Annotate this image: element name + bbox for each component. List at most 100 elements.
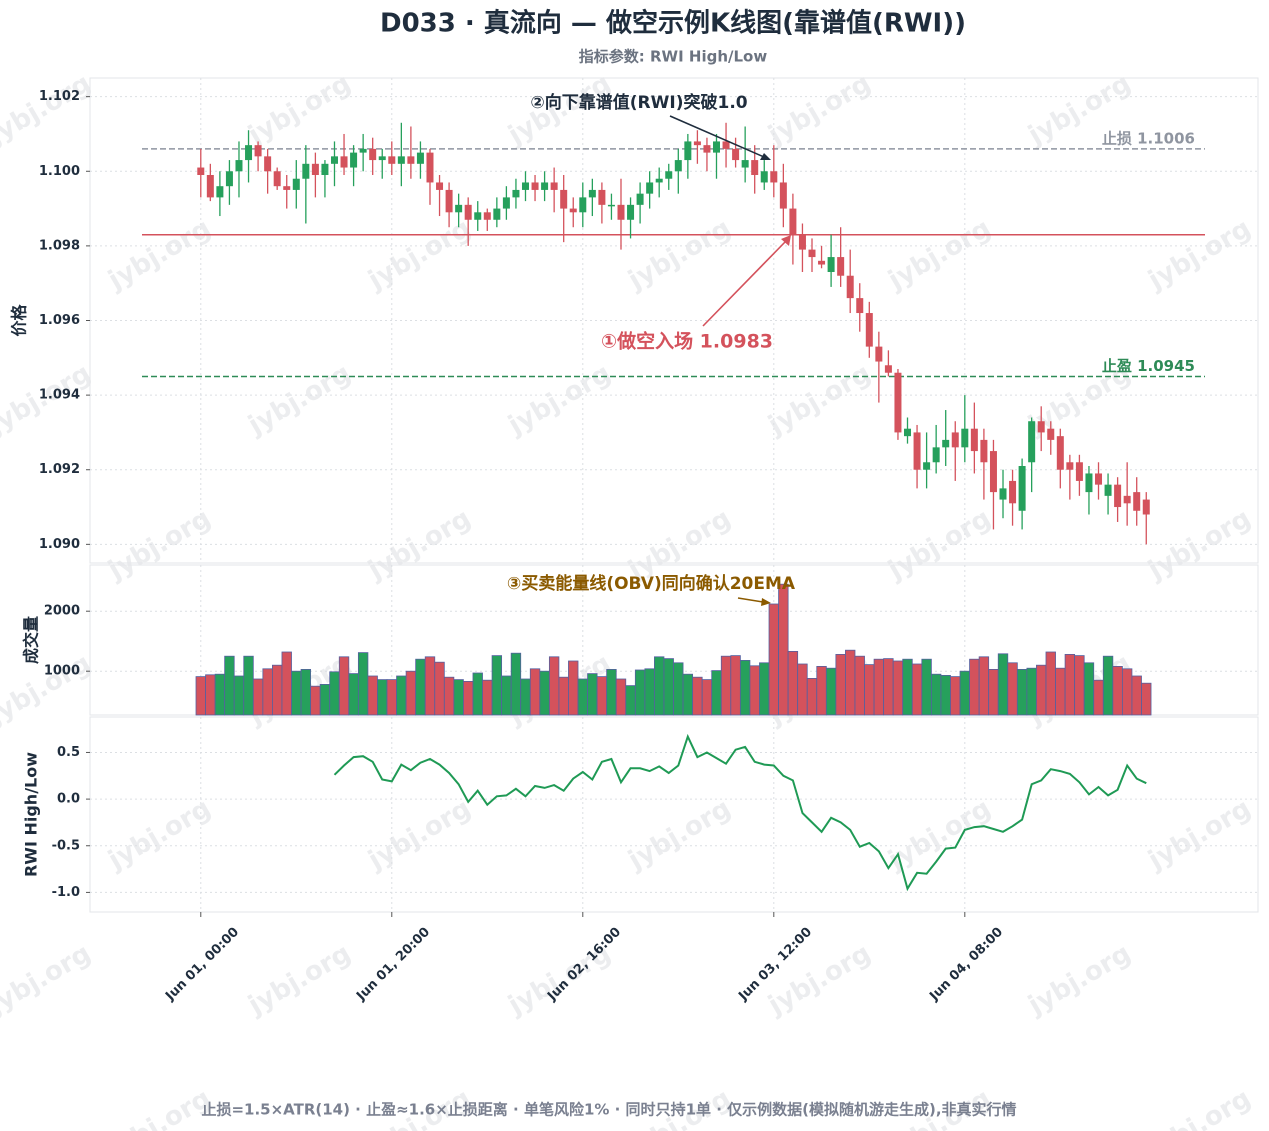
y-axis-label: 成交量 <box>22 616 41 664</box>
volume-bar <box>291 670 302 716</box>
candle-body <box>1018 466 1026 511</box>
y-tick-label: 1.100 <box>39 164 80 179</box>
volume-bar <box>357 652 369 716</box>
volume-bar <box>797 663 808 716</box>
volume-bar <box>1083 662 1095 716</box>
watermark: jybj.org <box>243 358 356 441</box>
candle-body <box>588 189 596 198</box>
candle-body <box>1047 428 1055 440</box>
volume-bar <box>195 676 206 716</box>
volume-bar <box>568 660 579 716</box>
candle-body <box>856 298 864 314</box>
y-tick-label: 0.0 <box>57 792 80 807</box>
candle-body <box>1114 484 1122 508</box>
watermark: jybj.org <box>763 68 876 151</box>
volume-bar <box>472 672 483 716</box>
y-tick-label: 1000 <box>44 664 80 679</box>
volume-bar <box>759 662 770 716</box>
candle-body <box>989 451 997 493</box>
volume-bar <box>1064 654 1076 716</box>
volume-bar <box>405 670 417 716</box>
candle-body <box>416 152 424 164</box>
watermark: jybj.org <box>503 358 616 441</box>
candle-body <box>340 156 348 168</box>
watermark: jybj.org <box>103 503 216 586</box>
volume-bar <box>959 670 970 716</box>
volume-bar <box>816 666 827 716</box>
volume-bar <box>778 583 789 716</box>
volume-bar <box>463 681 474 716</box>
volume-bar <box>978 656 990 716</box>
volume-bar <box>539 670 550 716</box>
candle-body <box>445 189 453 213</box>
chart-subtitle: 指标参数: RWI High/Low <box>579 48 768 66</box>
arrow <box>669 115 765 158</box>
candle-body <box>464 204 472 220</box>
candle-body <box>779 182 787 209</box>
volume-bar <box>950 676 961 716</box>
candle-body <box>1104 484 1112 496</box>
candle-body <box>741 160 749 168</box>
candle-body <box>521 182 529 190</box>
candle-body <box>474 212 482 220</box>
volume-bar <box>424 656 436 716</box>
watermark: jybj.org <box>0 938 96 1021</box>
level-label: 止损 1.1006 <box>1102 129 1195 147</box>
watermark: jybj.org <box>1143 793 1256 876</box>
volume-bar <box>1102 655 1114 716</box>
candle-body <box>904 428 912 437</box>
volume-bar <box>673 662 684 716</box>
candle-body <box>665 171 673 179</box>
y-axis-label: RWI High/Low <box>22 752 41 877</box>
candle-body <box>846 275 854 299</box>
candle-body <box>579 197 587 213</box>
volume-bar <box>319 684 331 716</box>
candle-body <box>875 346 883 362</box>
y-tick-label: 1.094 <box>39 388 80 403</box>
volume-bar <box>682 673 694 716</box>
volume-bar <box>749 665 760 716</box>
candle-body <box>483 212 491 220</box>
candle-body <box>560 189 568 209</box>
footer-note: 止损=1.5×ATR(14) · 止盈≈1.6×止损距离 · 单笔风险1% · … <box>201 1101 1016 1119</box>
volume-bar <box>892 660 904 716</box>
candle-body <box>722 141 730 149</box>
volume-bar <box>634 669 646 716</box>
volume-bar <box>510 652 522 716</box>
volume-bar <box>930 673 942 716</box>
panel-frame <box>89 716 1259 913</box>
candle-body <box>894 372 902 433</box>
volume-bar <box>644 668 655 716</box>
watermark: jybj.org <box>363 503 476 586</box>
volume-bar <box>720 655 732 716</box>
volume-bar <box>606 669 617 716</box>
volume-bar <box>1016 669 1028 716</box>
candle-body <box>827 257 835 272</box>
candle-body <box>550 182 558 190</box>
candle-body <box>1133 492 1141 511</box>
volume-bar <box>1055 667 1066 716</box>
volume-bar <box>1141 682 1152 716</box>
volume-bar <box>1026 667 1037 716</box>
watermark: jybj.org <box>623 793 736 876</box>
candle-body <box>273 171 281 187</box>
candle-body <box>1123 495 1131 504</box>
candle-body <box>1028 421 1036 463</box>
candle-body <box>302 163 310 179</box>
volume-bar <box>329 671 340 716</box>
y-tick-label: 0.5 <box>57 745 80 760</box>
volume-bar <box>1074 655 1085 716</box>
volume-bar <box>453 679 464 716</box>
volume-bar <box>854 655 865 716</box>
candle-body <box>951 432 959 448</box>
candle-body <box>760 171 768 183</box>
watermark: jybj.org <box>243 68 356 151</box>
candle-body <box>789 208 797 235</box>
candle-body <box>235 160 243 172</box>
volume-bar <box>1112 666 1123 716</box>
candle-body <box>1075 462 1083 481</box>
volume-bar <box>529 668 541 716</box>
volume-bar <box>1007 662 1018 716</box>
volume-bar <box>806 678 818 716</box>
